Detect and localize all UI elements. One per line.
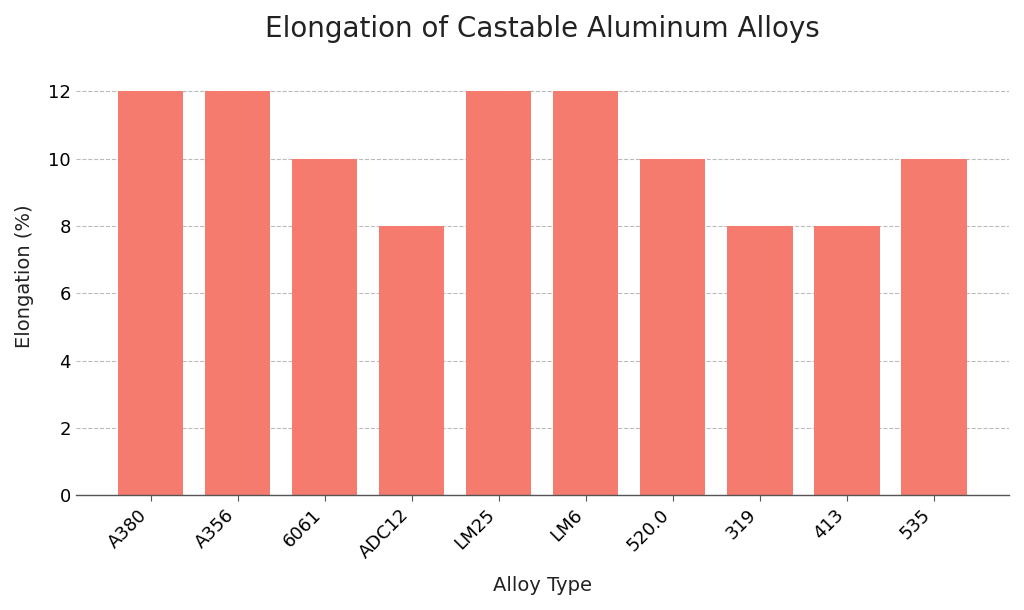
X-axis label: Alloy Type: Alloy Type bbox=[493, 576, 592, 595]
Title: Elongation of Castable Aluminum Alloys: Elongation of Castable Aluminum Alloys bbox=[265, 15, 819, 43]
Bar bbox=[292, 159, 357, 495]
Bar bbox=[727, 226, 793, 495]
Bar bbox=[901, 159, 967, 495]
Y-axis label: Elongation (%): Elongation (%) bbox=[15, 205, 34, 348]
Bar bbox=[379, 226, 444, 495]
Bar bbox=[205, 92, 270, 495]
Bar bbox=[466, 92, 531, 495]
Bar bbox=[118, 92, 183, 495]
Bar bbox=[640, 159, 706, 495]
Bar bbox=[814, 226, 880, 495]
Bar bbox=[553, 92, 618, 495]
